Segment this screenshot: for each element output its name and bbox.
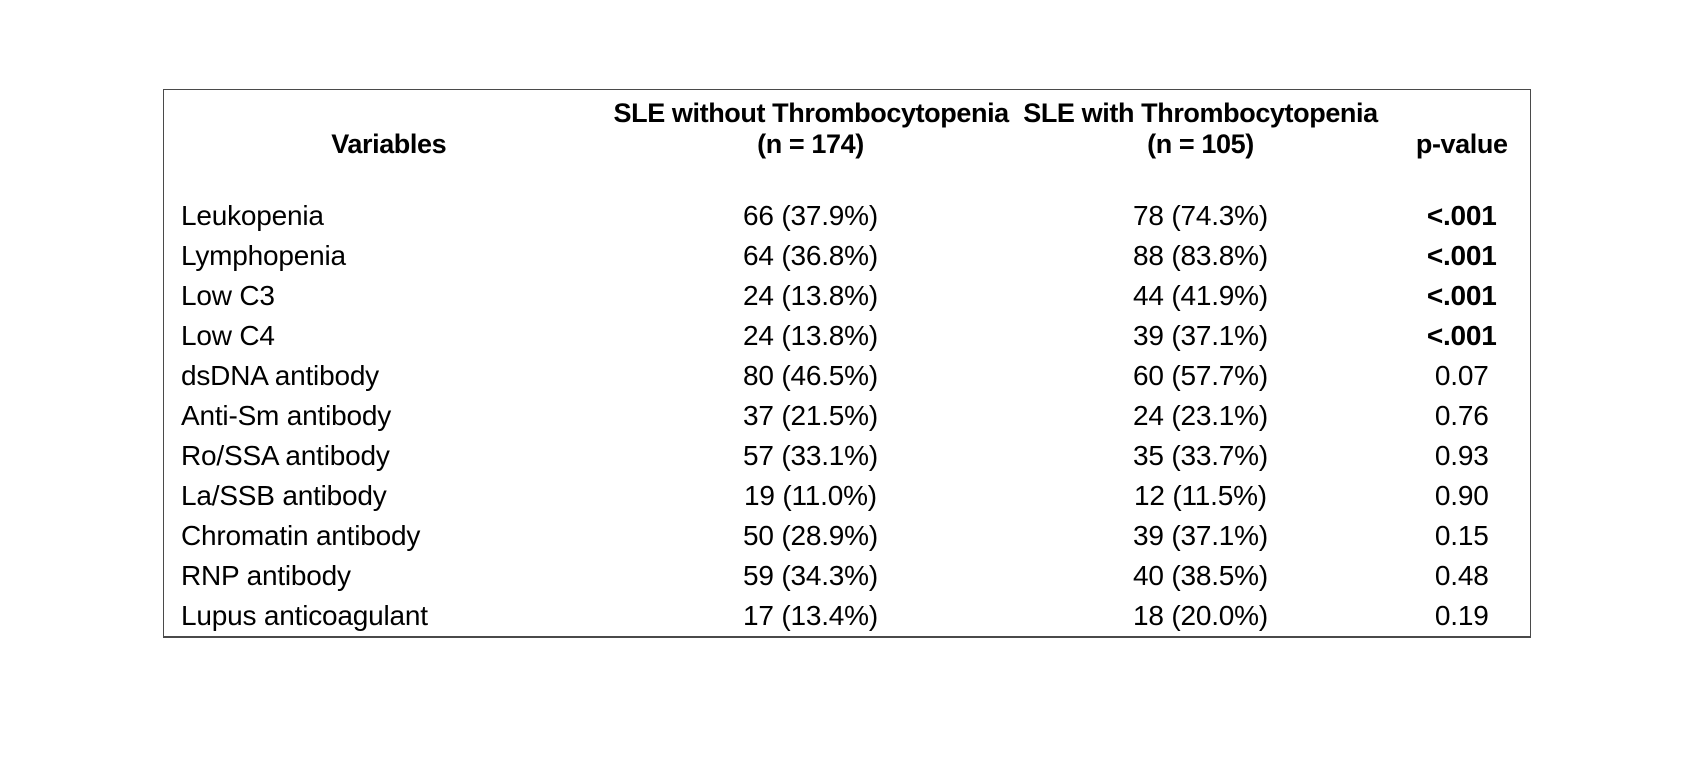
column-header-sle-without-thrombocytopenia: SLE without Thrombocytopenia (n = 174) xyxy=(613,90,1010,161)
header-spacer-cell xyxy=(164,160,1531,196)
pvalue-cell: <.001 xyxy=(1426,320,1497,351)
column-header-pvalue-label: p-value xyxy=(1415,129,1508,159)
variable-name-cell: Low C3 xyxy=(181,280,275,311)
variable-name-cell: Low C4 xyxy=(181,320,275,351)
column-header-without-line2: (n = 174) xyxy=(757,129,864,159)
column-header-variables-label: Variables xyxy=(331,129,447,159)
table-row: Lymphopenia 64 (36.8%) 88 (83.8%) <.001 xyxy=(164,236,1531,276)
sle-without-value-cell: 59 (34.3%) xyxy=(743,560,878,591)
sle-without-value-cell: 17 (13.4%) xyxy=(743,600,878,631)
table-row: Leukopenia 66 (37.9%) 78 (74.3%) <.001 xyxy=(164,196,1531,236)
sle-without-value-cell: 57 (33.1%) xyxy=(743,440,878,471)
pvalue-cell: <.001 xyxy=(1426,280,1497,311)
table-row: Low C4 24 (13.8%) 39 (37.1%) <.001 xyxy=(164,316,1531,356)
table-row: Lupus anticoagulant 17 (13.4%) 18 (20.0%… xyxy=(164,596,1531,637)
pvalue-cell: 0.48 xyxy=(1434,560,1489,591)
column-header-variables: Variables xyxy=(164,90,614,161)
column-header-with-line2: (n = 105) xyxy=(1147,129,1254,159)
pvalue-cell: 0.15 xyxy=(1434,520,1489,551)
sle-with-value-cell: 18 (20.0%) xyxy=(1133,600,1268,631)
variable-name-cell: Ro/SSA antibody xyxy=(181,440,390,471)
table-row: dsDNA antibody 80 (46.5%) 60 (57.7%) 0.0… xyxy=(164,356,1531,396)
sle-with-value-cell: 60 (57.7%) xyxy=(1133,360,1268,391)
sle-without-value-cell: 50 (28.9%) xyxy=(743,520,878,551)
sle-with-value-cell: 12 (11.5%) xyxy=(1134,480,1267,511)
sle-with-value-cell: 24 (23.1%) xyxy=(1133,400,1268,431)
sle-without-value-cell: 66 (37.9%) xyxy=(743,200,878,231)
variable-name-cell: La/SSB antibody xyxy=(181,480,387,511)
variable-name-cell: dsDNA antibody xyxy=(181,360,379,391)
sle-without-value-cell: 80 (46.5%) xyxy=(743,360,878,391)
pvalue-cell: 0.76 xyxy=(1434,400,1489,431)
pvalue-cell: 0.07 xyxy=(1434,360,1489,391)
variable-name-cell: Chromatin antibody xyxy=(181,520,421,551)
sle-without-value-cell: 24 (13.8%) xyxy=(743,320,878,351)
table-row: Anti-Sm antibody 37 (21.5%) 24 (23.1%) 0… xyxy=(164,396,1531,436)
sle-with-value-cell: 39 (37.1%) xyxy=(1133,520,1268,551)
column-header-sle-with-thrombocytopenia: SLE with Thrombocytopenia (n = 105) xyxy=(1008,90,1394,161)
column-header-pvalue: p-value xyxy=(1394,90,1531,161)
table-body: Leukopenia 66 (37.9%) 78 (74.3%) <.001 L… xyxy=(164,196,1531,637)
variable-name-cell: Leukopenia xyxy=(181,200,324,231)
column-header-with-line1: SLE with Thrombocytopenia xyxy=(1023,98,1378,128)
sle-with-value-cell: 88 (83.8%) xyxy=(1133,240,1268,271)
table-row: Low C3 24 (13.8%) 44 (41.9%) <.001 xyxy=(164,276,1531,316)
pvalue-cell: 0.90 xyxy=(1434,480,1489,511)
sle-with-value-cell: 44 (41.9%) xyxy=(1133,280,1268,311)
sle-thrombocytopenia-table: Variables SLE without Thrombocytopenia (… xyxy=(163,89,1531,638)
sle-without-value-cell: 64 (36.8%) xyxy=(743,240,878,271)
sle-without-value-cell: 19 (11.0%) xyxy=(744,480,877,511)
header-spacer-row xyxy=(164,160,1531,196)
sle-with-value-cell: 78 (74.3%) xyxy=(1133,200,1268,231)
column-header-without-line1: SLE without Thrombocytopenia xyxy=(613,98,1010,128)
table-row: La/SSB antibody 19 (11.0%) 12 (11.5%) 0.… xyxy=(164,476,1531,516)
variable-name-cell: Anti-Sm antibody xyxy=(181,400,392,431)
table-row: Ro/SSA antibody 57 (33.1%) 35 (33.7%) 0.… xyxy=(164,436,1531,476)
pvalue-cell: <.001 xyxy=(1426,240,1497,271)
pvalue-cell: 0.93 xyxy=(1434,440,1489,471)
pvalue-cell: 0.19 xyxy=(1434,600,1489,631)
sle-with-value-cell: 40 (38.5%) xyxy=(1133,560,1268,591)
pvalue-cell: <.001 xyxy=(1426,200,1497,231)
variable-name-cell: Lupus anticoagulant xyxy=(181,600,428,631)
variable-name-cell: Lymphopenia xyxy=(181,240,346,271)
table-row: RNP antibody 59 (34.3%) 40 (38.5%) 0.48 xyxy=(164,556,1531,596)
variable-name-cell: RNP antibody xyxy=(181,560,351,591)
table-row: Chromatin antibody 50 (28.9%) 39 (37.1%)… xyxy=(164,516,1531,556)
sle-without-value-cell: 37 (21.5%) xyxy=(743,400,878,431)
header-row: Variables SLE without Thrombocytopenia (… xyxy=(164,90,1531,161)
sle-with-value-cell: 35 (33.7%) xyxy=(1133,440,1268,471)
sle-without-value-cell: 24 (13.8%) xyxy=(743,280,878,311)
sle-with-value-cell: 39 (37.1%) xyxy=(1133,320,1268,351)
